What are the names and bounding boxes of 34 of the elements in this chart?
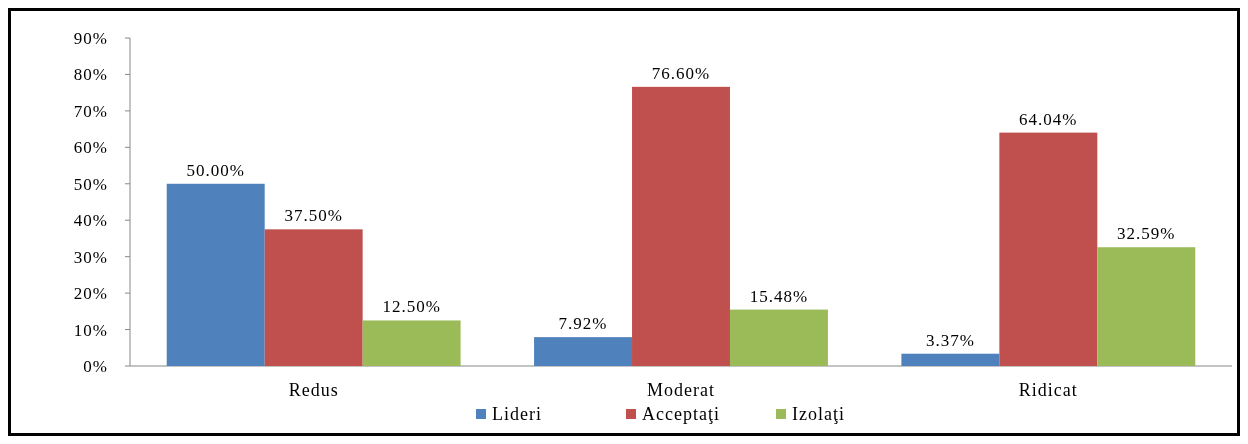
x-tick-label: Moderat: [647, 380, 715, 400]
data-label: 32.59%: [1117, 224, 1176, 244]
y-tick-label: 60%: [73, 138, 108, 158]
y-tick-label: 90%: [73, 28, 108, 48]
bar: [901, 353, 1000, 366]
legend-label: Acceptaţi: [642, 404, 720, 425]
data-label: 50.00%: [186, 160, 245, 180]
y-tick-label: 10%: [73, 320, 108, 340]
y-tick-label: 40%: [73, 211, 108, 231]
bar: [632, 86, 730, 366]
bar: [1097, 247, 1196, 366]
x-tick-label: Ridicat: [1018, 380, 1078, 400]
data-label: 3.37%: [925, 330, 975, 350]
bar: [999, 132, 1098, 366]
y-tick-label: 30%: [73, 247, 108, 267]
bar: [166, 183, 265, 366]
data-label: 76.60%: [651, 63, 711, 83]
bar: [729, 309, 828, 366]
data-label: 37.50%: [284, 206, 343, 226]
bar: [264, 229, 363, 366]
data-label: 7.92%: [558, 314, 608, 334]
legend-label: Izolaţi: [792, 404, 845, 425]
legend-label: Lideri: [492, 404, 542, 425]
x-tick-label: Redus: [288, 380, 339, 400]
y-tick-label: 20%: [73, 284, 108, 304]
y-tick-label: 80%: [73, 65, 108, 85]
y-tick-label: 0%: [83, 356, 108, 376]
y-tick-label: 70%: [73, 101, 108, 121]
bar: [362, 320, 461, 366]
bar: [534, 337, 633, 366]
y-tick-label: 50%: [73, 174, 108, 194]
data-label: 64.04%: [1019, 109, 1078, 129]
data-label: 12.50%: [382, 297, 441, 317]
data-label: 15.48%: [749, 286, 809, 306]
